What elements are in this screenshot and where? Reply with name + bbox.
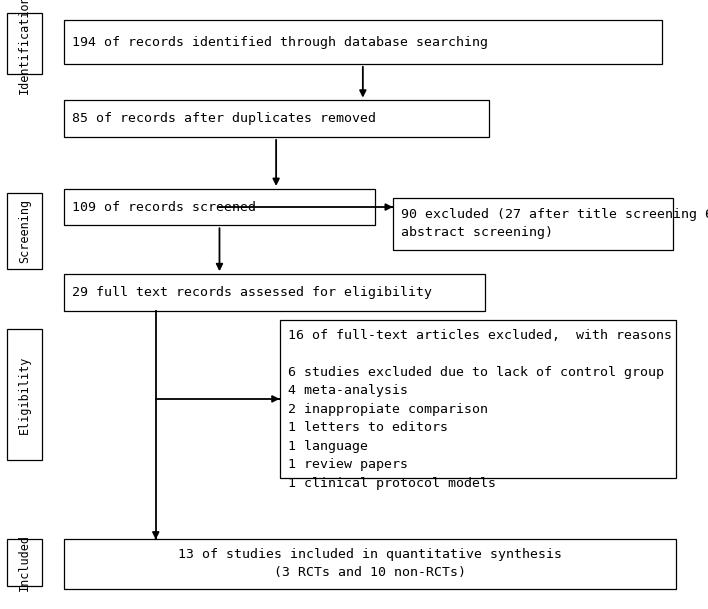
Text: 13 of studies included in quantitative synthesis
(3 RCTs and 10 non-RCTs): 13 of studies included in quantitative s… (178, 549, 562, 579)
FancyBboxPatch shape (280, 320, 676, 478)
Text: 109 of records screened: 109 of records screened (72, 200, 256, 214)
FancyBboxPatch shape (7, 539, 42, 586)
FancyBboxPatch shape (64, 274, 485, 311)
Text: Screening: Screening (18, 199, 31, 263)
Text: Eligibility: Eligibility (18, 355, 31, 434)
Text: 29 full text records assessed for eligibility: 29 full text records assessed for eligib… (72, 286, 432, 299)
Text: 194 of records identified through database searching: 194 of records identified through databa… (72, 35, 489, 49)
FancyBboxPatch shape (7, 329, 42, 460)
Text: 90 excluded (27 after title screening 63 after
abstract screening): 90 excluded (27 after title screening 63… (401, 208, 708, 239)
Text: Included: Included (18, 534, 31, 591)
FancyBboxPatch shape (7, 193, 42, 269)
FancyBboxPatch shape (7, 13, 42, 74)
FancyBboxPatch shape (64, 20, 662, 64)
Text: Identification: Identification (18, 0, 31, 94)
Text: 16 of full-text articles excluded,  with reasons

6 studies excluded due to lack: 16 of full-text articles excluded, with … (288, 329, 672, 490)
FancyBboxPatch shape (64, 100, 489, 137)
FancyBboxPatch shape (64, 539, 676, 589)
Text: 85 of records after duplicates removed: 85 of records after duplicates removed (72, 112, 376, 125)
FancyBboxPatch shape (393, 198, 673, 250)
FancyBboxPatch shape (64, 189, 375, 225)
